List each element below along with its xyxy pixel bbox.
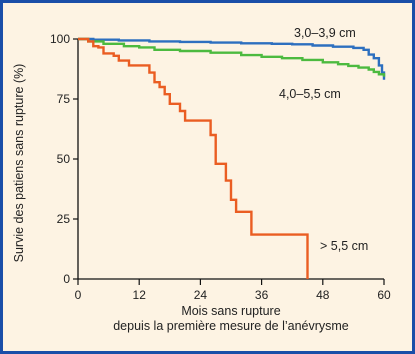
x-tick-label: 48 bbox=[316, 288, 330, 302]
axes: 0 25 50 75 100 0 12 24 36 48 60 bbox=[50, 32, 391, 302]
labels-group: Survie des patiens sans rupture (%) Mois … bbox=[12, 26, 368, 333]
series-label: 3,0–3,9 cm bbox=[294, 26, 356, 40]
survival-chart: 0 25 50 75 100 0 12 24 36 48 60 Survie des patiens… bbox=[12, 26, 391, 333]
y-tick-label: 25 bbox=[57, 212, 71, 226]
series-line bbox=[78, 37, 386, 80]
series-line bbox=[78, 37, 309, 279]
x-tick-label: 36 bbox=[255, 288, 269, 302]
y-tick-label: 50 bbox=[57, 152, 71, 166]
x-tick-label: 60 bbox=[377, 288, 391, 302]
series-group bbox=[78, 37, 386, 279]
y-axis-title: Survie des patiens sans rupture (%) bbox=[12, 64, 26, 263]
y-tick-label: 0 bbox=[63, 272, 70, 286]
x-axis-title-line: depuis la première mesure de l’anévrysme bbox=[113, 319, 349, 333]
series-label: > 5,5 cm bbox=[320, 239, 368, 253]
x-tick-label: 0 bbox=[75, 288, 82, 302]
y-tick-label: 75 bbox=[57, 92, 71, 106]
x-tick-label: 12 bbox=[133, 288, 147, 302]
y-tick-label: 100 bbox=[50, 32, 70, 46]
series-label: 4,0–5,5 cm bbox=[279, 87, 341, 101]
series-line bbox=[78, 37, 386, 77]
x-tick-label: 24 bbox=[194, 288, 208, 302]
x-axis-title-line: Mois sans rupture bbox=[181, 304, 280, 318]
